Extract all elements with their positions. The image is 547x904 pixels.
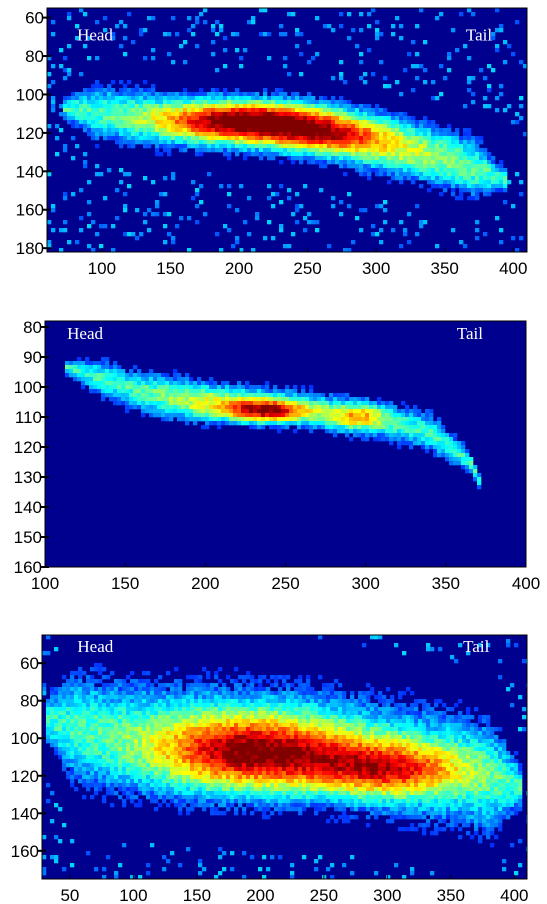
y-tick-label: 60	[25, 9, 44, 28]
y-tick-label: 80	[20, 692, 39, 711]
x-tick-label: 400	[512, 574, 540, 593]
x-tick-label: 250	[310, 886, 338, 904]
y-tick-label: 60	[20, 654, 39, 673]
y-tick-label: 100	[14, 378, 42, 397]
plot-frame	[46, 7, 528, 253]
x-tick-label: 400	[500, 886, 528, 904]
y-tick-label: 100	[11, 729, 39, 748]
y-tick-label: 140	[11, 804, 39, 823]
heatmap-cells	[65, 357, 482, 490]
y-tick-label: 160	[16, 201, 44, 220]
x-tick-label: 100	[119, 886, 147, 904]
heatmap-panel-3: 50 100 150 200 250 300 350 400 60 80 100 120 140 160 H…	[11, 634, 528, 904]
y-tick-label: 180	[16, 239, 44, 258]
x-tick-label: 350	[431, 259, 459, 278]
y-tick-label: 140	[14, 498, 42, 517]
y-tick-label: 100	[16, 85, 44, 104]
x-tick-label: 250	[271, 574, 299, 593]
x-tick-label: 100	[88, 259, 116, 278]
x-tick-label: 350	[432, 574, 460, 593]
heatmap-cells	[47, 8, 527, 252]
x-tick-label: 300	[362, 259, 390, 278]
x-tick-label: 150	[156, 259, 184, 278]
heatmap-cells	[42, 635, 527, 879]
x-tick-label: 150	[111, 574, 139, 593]
x-tick-label: 300	[351, 574, 379, 593]
x-tick-label: 350	[437, 886, 465, 904]
x-tick-label: 250	[293, 259, 321, 278]
y-tick-label: 120	[16, 124, 44, 143]
y-tick-label: 80	[25, 47, 44, 66]
annotation-head: Head	[67, 324, 103, 343]
y-tick-label: 130	[14, 468, 42, 487]
y-tick-label: 140	[16, 162, 44, 181]
plot-frame	[41, 634, 528, 880]
y-tick-label: 150	[14, 528, 42, 547]
annotation-head: Head	[77, 637, 113, 656]
x-tick-label: 100	[31, 574, 59, 593]
y-tick-label: 120	[14, 438, 42, 457]
x-tick-label: 200	[191, 574, 219, 593]
annotation-tail: Tail	[466, 26, 492, 45]
annotation-head: Head	[77, 26, 113, 45]
y-tick-label: 110	[15, 408, 42, 427]
annotation-tail: Tail	[457, 324, 483, 343]
heatmap-panel-2: 100 150 200 250 300 350 400 80 90 100 110 120 130 140…	[14, 318, 541, 593]
y-tick-label: 80	[23, 318, 42, 337]
y-tick-label: 160	[11, 842, 39, 861]
x-tick-label: 300	[373, 886, 401, 904]
x-tick-label: 200	[246, 886, 274, 904]
heatmap-panel-1: 100 150 200 250 300 350 400 60 80 100 120 140 160 180…	[16, 7, 528, 278]
x-tick-label: 400	[499, 259, 527, 278]
x-tick-label: 50	[60, 886, 79, 904]
y-tick-label: 160	[14, 558, 42, 577]
y-tick-label: 120	[11, 767, 39, 786]
x-tick-label: 150	[183, 886, 211, 904]
annotation-tail: Tail	[463, 637, 489, 656]
x-tick-label: 200	[225, 259, 253, 278]
y-tick-label: 90	[23, 348, 42, 367]
